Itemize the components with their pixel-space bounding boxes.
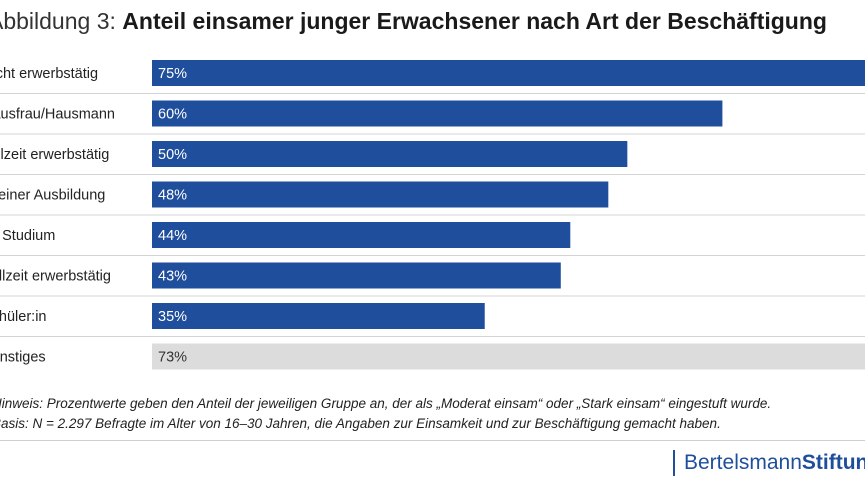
note-hinweis: Hinweis: Prozentwerte geben den Anteil d…	[0, 396, 772, 411]
value-label-5: 44%	[158, 228, 187, 244]
value-label-4: 48%	[158, 188, 187, 204]
bar-8	[152, 343, 865, 370]
logo-mark	[673, 450, 675, 476]
category-label-1: Nicht erwerbstätig	[0, 66, 98, 82]
bar-2	[152, 100, 723, 127]
value-label-1: 75%	[158, 66, 187, 82]
value-label-3: 50%	[158, 147, 187, 163]
bar-4	[152, 181, 609, 208]
category-label-8: Sonstiges	[0, 350, 46, 366]
bar-5	[152, 222, 571, 248]
category-label-3: Teilzeit erwerbstätig	[0, 147, 109, 163]
category-label-5: Im Studium	[0, 228, 55, 244]
figure-title: Anteil einsamer junger Erwachsener nach …	[122, 8, 827, 34]
value-label-6: 43%	[158, 269, 187, 285]
figure-label: Abbildung 3:	[0, 8, 116, 34]
bar-7	[152, 303, 485, 329]
bar-1	[152, 60, 865, 86]
bar-6	[152, 262, 561, 289]
logo-text: BertelsmannStiftung	[684, 449, 865, 477]
note-basis: Basis: N = 2.297 Befragte im Alter von 1…	[0, 416, 721, 431]
value-label-8: 73%	[158, 350, 187, 366]
logo-part1: Bertelsmann	[684, 451, 802, 474]
category-label-4: In einer Ausbildung	[0, 188, 105, 204]
value-label-2: 60%	[158, 107, 187, 123]
category-label-2: Hausfrau/Hausmann	[0, 107, 115, 123]
bar-3	[152, 141, 628, 167]
value-label-7: 35%	[158, 309, 187, 325]
chart-title: Abbildung 3: Anteil einsamer junger Erwa…	[0, 6, 865, 36]
category-label-7: Schüler:in	[0, 309, 46, 325]
category-label-6: Vollzeit erwerbstätig	[0, 269, 111, 285]
footer-divider	[0, 440, 865, 441]
logo-part2: Stiftung	[801, 451, 865, 474]
